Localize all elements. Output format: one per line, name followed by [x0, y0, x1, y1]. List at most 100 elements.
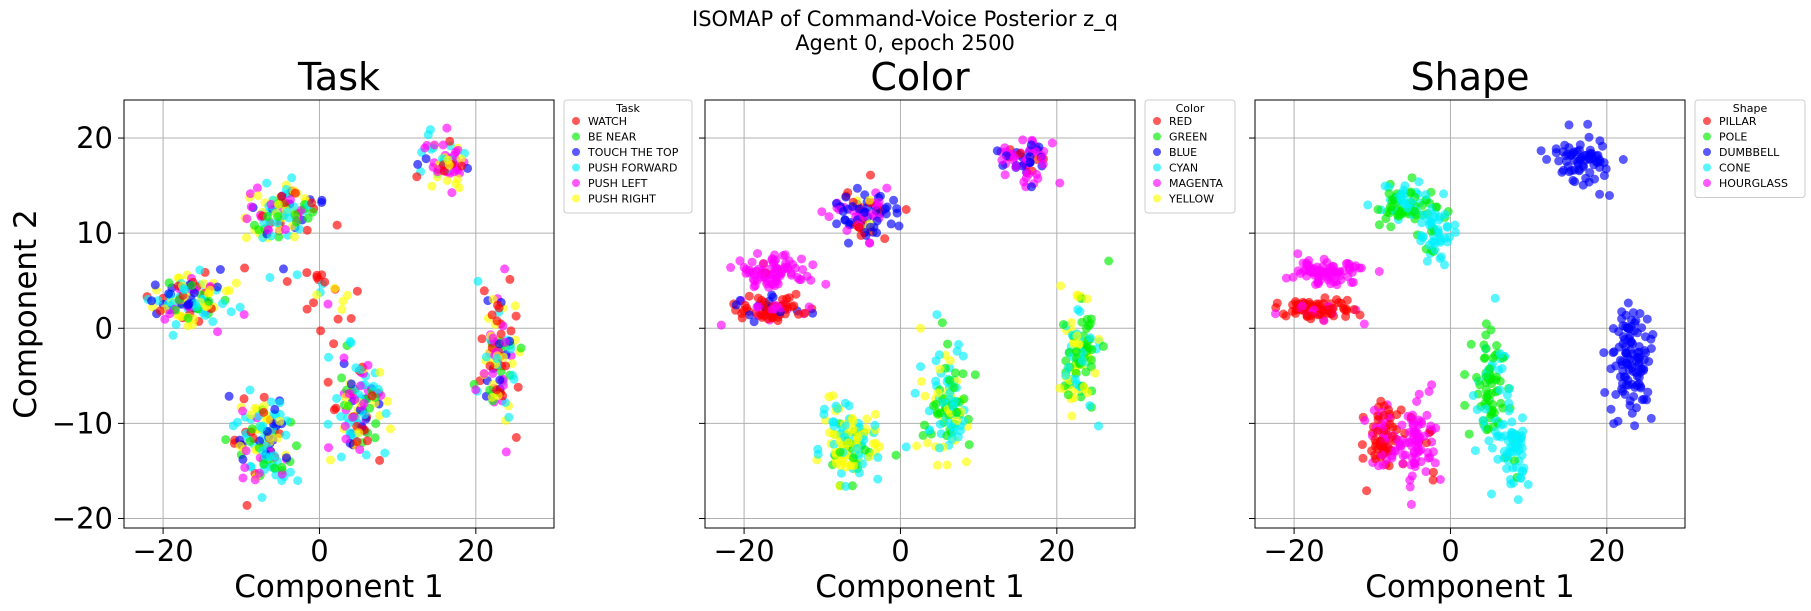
data-point: [1484, 395, 1494, 405]
data-point: [768, 313, 778, 323]
legend-marker: [1153, 117, 1161, 125]
data-point: [1599, 171, 1609, 181]
data-point: [1481, 319, 1491, 329]
data-point: [1395, 439, 1405, 449]
data-point: [375, 455, 385, 465]
data-point: [1513, 495, 1523, 505]
data-point: [208, 317, 218, 327]
data-point: [1495, 349, 1505, 359]
data-point: [1084, 321, 1093, 331]
data-point: [492, 385, 502, 395]
data-point: [1306, 311, 1316, 321]
figure-title-line2: Agent 0, epoch 2500: [795, 31, 1015, 55]
data-point: [292, 217, 301, 227]
data-point: [429, 140, 439, 150]
data-point: [504, 412, 514, 422]
data-point: [292, 270, 302, 280]
data-point: [1639, 394, 1649, 404]
data-point: [381, 409, 391, 418]
data-point: [273, 433, 283, 443]
data-point: [1495, 385, 1505, 395]
data-point: [1357, 440, 1367, 450]
data-point: [238, 454, 248, 464]
data-point: [1076, 392, 1086, 402]
x-tick-label: 20: [1038, 534, 1075, 568]
data-point: [1315, 309, 1324, 319]
data-point: [1630, 421, 1640, 431]
data-point: [506, 344, 516, 354]
data-point: [200, 310, 210, 320]
data-point: [1058, 320, 1068, 329]
data-point: [485, 385, 495, 395]
data-point: [1374, 220, 1384, 230]
data-point: [1104, 256, 1114, 266]
y-tick-label: 20: [76, 121, 113, 155]
data-point: [1009, 153, 1019, 163]
data-point: [1506, 479, 1516, 489]
data-point: [1063, 390, 1073, 400]
data-point: [263, 415, 273, 425]
data-point: [813, 449, 823, 459]
data-point: [352, 286, 362, 296]
data-point: [1297, 301, 1307, 311]
data-point: [959, 394, 969, 404]
data-point: [1360, 416, 1370, 425]
data-point: [191, 302, 201, 312]
data-point: [290, 188, 300, 198]
data-point: [505, 274, 515, 284]
data-point: [1599, 348, 1609, 358]
data-point: [920, 420, 929, 430]
data-point: [1502, 390, 1512, 400]
panel-title: Color: [870, 55, 970, 99]
data-point: [849, 453, 858, 463]
data-point: [500, 337, 510, 347]
data-point: [1407, 173, 1417, 183]
data-point: [277, 462, 287, 472]
y-tick-label: 0: [95, 311, 113, 345]
data-point: [245, 385, 255, 395]
data-point: [841, 421, 851, 431]
data-point: [1595, 189, 1605, 199]
data-point: [922, 438, 932, 448]
data-point: [1018, 135, 1028, 145]
x-tick-label: −20: [713, 534, 774, 568]
data-point: [1623, 298, 1633, 308]
legend-marker: [1703, 132, 1711, 141]
data-point: [1381, 214, 1391, 224]
data-point: [880, 234, 890, 244]
data-point: [1063, 363, 1073, 372]
data-point: [800, 308, 810, 318]
y-tick-label: −20: [52, 501, 113, 535]
data-point: [481, 352, 491, 362]
data-point: [1319, 316, 1329, 326]
data-point: [1422, 410, 1432, 420]
data-point: [290, 210, 300, 220]
data-point: [1426, 421, 1436, 431]
data-point: [508, 370, 517, 380]
data-point: [1419, 210, 1429, 220]
data-point: [150, 280, 160, 290]
data-point: [916, 362, 926, 372]
data-point: [245, 189, 255, 199]
data-point: [1561, 151, 1571, 161]
data-point: [1312, 266, 1322, 276]
data-point: [155, 306, 165, 316]
data-point: [336, 412, 346, 421]
data-point: [501, 361, 511, 371]
data-point: [872, 228, 882, 238]
data-point: [731, 300, 741, 310]
data-point: [744, 268, 754, 278]
data-point: [870, 420, 880, 430]
data-point: [1472, 372, 1481, 382]
legend-marker: [1703, 148, 1711, 156]
x-tick-label: −20: [132, 534, 193, 568]
data-point: [716, 320, 726, 330]
data-point: [950, 368, 960, 378]
x-tick-label: 0: [310, 534, 328, 568]
legend-entry: BLUE: [1169, 146, 1197, 159]
data-point: [241, 233, 251, 243]
data-point: [1324, 268, 1334, 278]
data-point: [1491, 375, 1501, 385]
legend-marker: [1153, 132, 1161, 141]
